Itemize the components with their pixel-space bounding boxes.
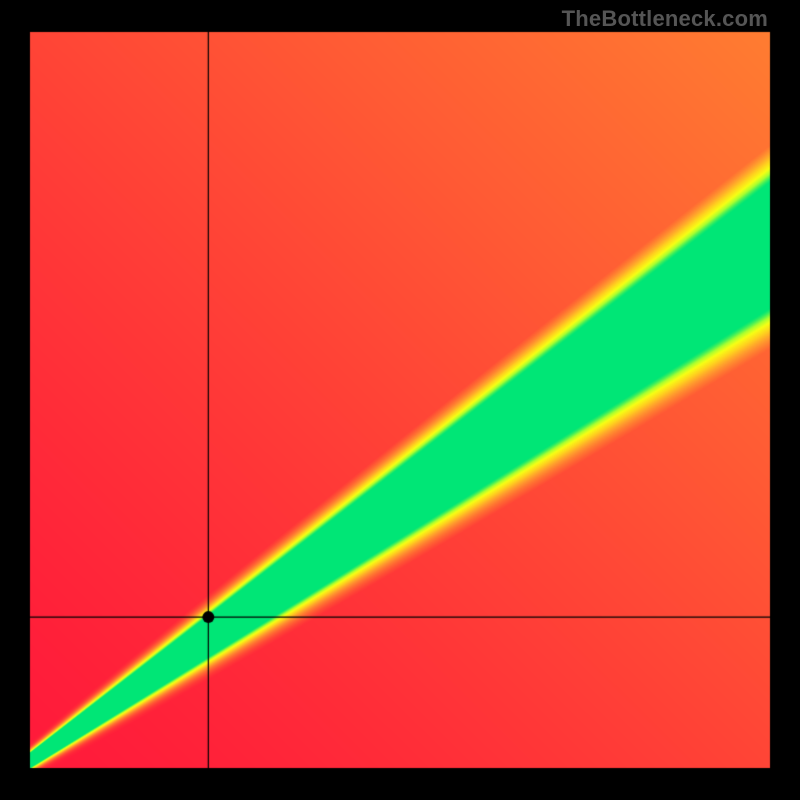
- chart-container: TheBottleneck.com: [0, 0, 800, 800]
- bottleneck-heatmap: [0, 0, 800, 800]
- watermark-text: TheBottleneck.com: [562, 6, 768, 32]
